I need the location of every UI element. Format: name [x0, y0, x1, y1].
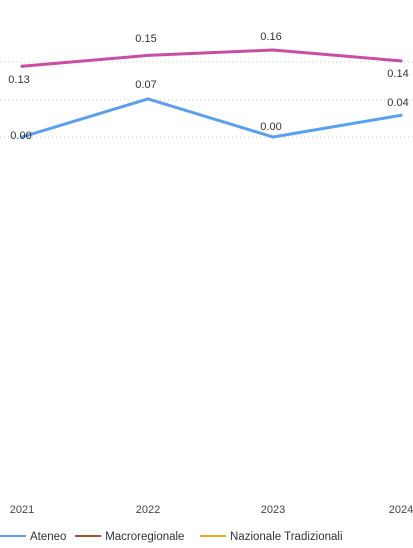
legend-item-macroregionale[interactable]: Macroregionale	[75, 531, 184, 543]
data-label-layer: 0.00 0.07 0.00 0.04 0.13 0.15 0.16 0.14	[8, 31, 408, 142]
legend[interactable]: Ateneo Macroregionale Nazionale Tradiziona…	[0, 531, 343, 543]
legend-item-nazionale-tradizionali[interactable]: Nazionale Tradizionali	[200, 531, 343, 543]
legend-label-macroregionale: Macroregionale	[105, 531, 184, 543]
legend-label-ateneo: Ateneo	[30, 531, 66, 543]
x-tick-label-2023: 2023	[261, 504, 285, 516]
series-line-series-4	[20, 48, 403, 68]
data-point-ateneo-2022	[146, 97, 150, 101]
legend-label-nazionale-tradizionali: Nazionale Tradizionali	[230, 531, 343, 543]
data-label-ateneo-2022: 0.07	[135, 79, 156, 91]
data-label-ateneo-2024: 0.04	[387, 97, 408, 109]
x-tick-label-2022: 2022	[136, 504, 160, 516]
data-point-series-4-2022	[146, 53, 150, 57]
data-label-series-4-2023: 0.16	[260, 31, 281, 43]
series-layer	[20, 48, 403, 139]
data-label-series-4-2022: 0.15	[135, 33, 156, 45]
x-tick-label-2024: 2024	[389, 504, 413, 516]
data-label-ateneo-2023: 0.00	[260, 121, 281, 133]
data-point-ateneo-2021	[20, 135, 24, 139]
series-line-ateneo	[20, 97, 403, 139]
x-axis: 2021 2022 2023 2024	[10, 504, 413, 516]
x-tick-label-2021: 2021	[10, 504, 34, 516]
data-label-ateneo-2021: 0.00	[10, 130, 31, 142]
data-point-series-4-2023	[271, 48, 275, 52]
legend-item-ateneo[interactable]: Ateneo	[0, 531, 66, 543]
data-point-ateneo-2023	[271, 135, 275, 139]
data-label-series-4-2024: 0.14	[387, 68, 408, 80]
data-point-ateneo-2024	[399, 113, 403, 117]
data-label-series-4-2021: 0.13	[8, 74, 29, 86]
data-point-series-4-2024	[399, 59, 403, 63]
data-point-series-4-2021	[20, 64, 24, 68]
